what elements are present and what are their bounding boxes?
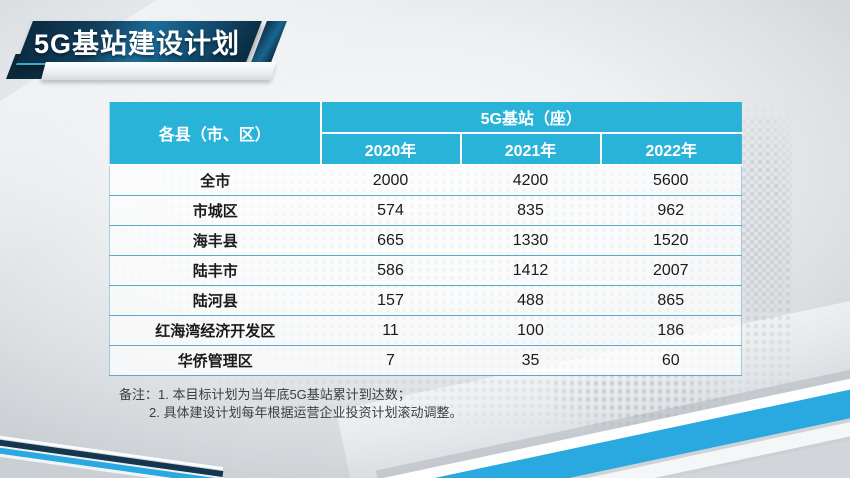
county-name-cell: 陆丰市 <box>109 255 321 286</box>
value-cell: 5600 <box>600 164 742 196</box>
footnote-line-2: 2. 具体建设计划每年根据运营企业投资计划滚动调整。 <box>149 405 463 420</box>
value-cell: 2000 <box>320 164 461 196</box>
row-header-cell: 各县（市、区） <box>109 102 321 165</box>
table-body: 全市 2000 4200 5600 市城区 574 835 962 海丰县 66… <box>109 164 742 376</box>
value-cell: 157 <box>320 285 461 316</box>
year-header-2020: 2020年 <box>319 133 461 165</box>
value-cell: 186 <box>600 315 742 346</box>
table-row: 红海湾经济开发区 11 100 186 <box>109 315 742 346</box>
value-cell: 488 <box>460 285 601 316</box>
value-cell: 1330 <box>460 225 601 256</box>
table-row: 海丰县 665 1330 1520 <box>109 225 742 256</box>
page-title: 5G基站建设计划 <box>33 29 241 59</box>
table-row: 陆河县 157 488 865 <box>109 285 742 316</box>
county-name-cell: 市城区 <box>109 195 321 226</box>
value-cell: 60 <box>600 345 742 376</box>
pixel-map-pattern-right <box>740 118 792 313</box>
table-header: 各县（市、区） 5G基站（座） 2020年 2021年 2022年 <box>109 102 742 165</box>
value-cell: 1520 <box>600 225 742 256</box>
table-row: 华侨管理区 7 35 60 <box>109 345 742 376</box>
value-cell: 665 <box>320 225 461 256</box>
footnotes: 备注：1. 本目标计划为当年底5G基站累计到达数； 2. 具体建设计划每年根据运… <box>119 386 462 422</box>
year-header-2021: 2021年 <box>459 133 601 165</box>
value-cell: 11 <box>320 315 461 346</box>
value-cell: 586 <box>320 255 461 286</box>
county-name-cell: 陆河县 <box>109 285 321 316</box>
year-header-2022: 2022年 <box>599 133 742 165</box>
plan-table-container: 各县（市、区） 5G基站（座） 2020年 2021年 2022年 全市 200… <box>109 102 743 376</box>
footnote-line-1: 备注：1. 本目标计划为当年底5G基站累计到达数； <box>119 387 411 402</box>
banner-gray-bar <box>41 62 276 80</box>
value-cell: 7 <box>320 345 461 376</box>
value-cell: 865 <box>600 285 742 316</box>
value-cell: 4200 <box>460 164 601 196</box>
value-cell: 100 <box>460 315 601 346</box>
table-row: 陆丰市 586 1412 2007 <box>109 255 742 286</box>
value-cell: 35 <box>460 345 601 376</box>
value-cell: 835 <box>460 195 601 226</box>
table-row: 全市 2000 4200 5600 <box>109 164 742 196</box>
county-name-cell: 红海湾经济开发区 <box>109 315 321 346</box>
value-cell: 2007 <box>600 255 742 286</box>
table-row: 市城区 574 835 962 <box>109 195 742 226</box>
value-cell: 1412 <box>460 255 601 286</box>
plan-table: 各县（市、区） 5G基站（座） 2020年 2021年 2022年 全市 200… <box>109 102 743 376</box>
county-name-cell: 全市 <box>109 164 321 196</box>
value-cell: 574 <box>320 195 461 226</box>
county-name-cell: 海丰县 <box>109 225 321 256</box>
value-cell: 962 <box>600 195 742 226</box>
county-name-cell: 华侨管理区 <box>109 345 321 376</box>
group-header-cell: 5G基站（座） <box>319 102 742 134</box>
